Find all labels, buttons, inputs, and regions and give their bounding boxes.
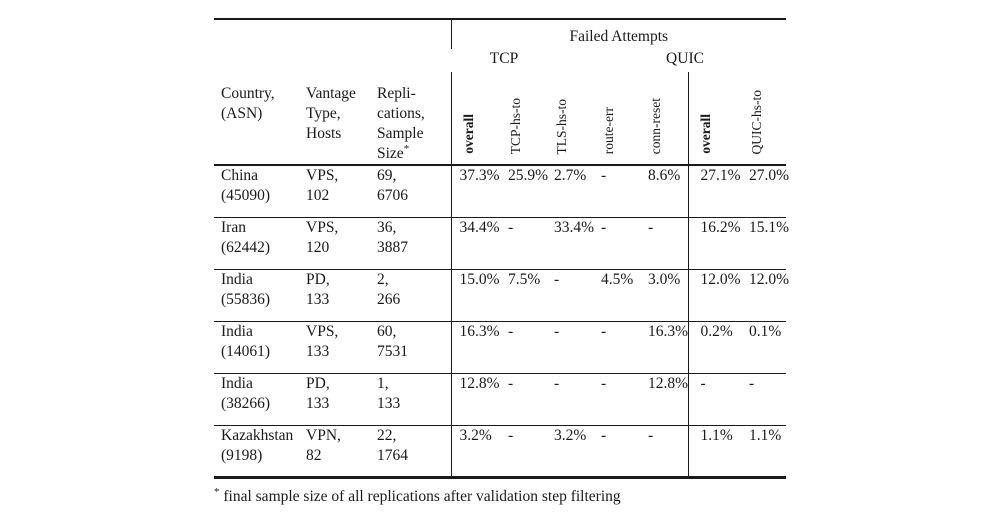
- header-tls-hs-to: TLS-hs-to: [550, 72, 597, 165]
- tcp-overall-label: overall: [460, 114, 476, 154]
- cell-quic-hs-to: 15.1%: [749, 218, 790, 236]
- failed-attempts-label: Failed Attempts: [569, 27, 669, 45]
- cell-country: India (38266): [221, 374, 271, 412]
- cell-tcp-hs-to: -: [508, 374, 514, 392]
- header-vantage: Vantage Type, Hosts: [306, 19, 377, 165]
- cell-vantage: VPN, 82: [306, 426, 341, 464]
- cell-tcp-overall: 16.3%: [450, 321, 504, 373]
- table-row: India (55836) PD, 133 2, 266 15.0% 7.5% …: [214, 269, 790, 321]
- cell-tcp-overall: 34.4%: [450, 217, 504, 269]
- table-row: India (14061) VPS, 133 60, 7531 16.3% - …: [214, 321, 786, 373]
- table-footnote: * final sample size of all replications …: [214, 485, 621, 507]
- cell-tls-hs-to: 33.4%: [554, 218, 595, 236]
- header-failed-attempts: Failed Attempts: [450, 19, 786, 50]
- quic-hs-to-label: QUIC-hs-to: [749, 89, 764, 155]
- cell-replications: 1, 133: [377, 374, 401, 412]
- cell-tcp-overall: 12.8%: [450, 373, 504, 425]
- table-body: China (45090) VPS, 102 69, 6706 37.3% 25…: [214, 165, 790, 477]
- cell-route-err: -: [601, 167, 607, 184]
- header-tcp-overall: overall: [450, 71, 504, 165]
- cell-vantage: VPS, 133: [306, 322, 339, 360]
- conn-reset-label: conn-reset: [648, 97, 663, 154]
- route-err-label: route-err: [601, 106, 616, 154]
- cell-quic-overall: 16.2%: [687, 217, 745, 269]
- header-country: Country, (ASN): [214, 19, 306, 165]
- cell-quic-overall: 0.2%: [687, 321, 745, 373]
- cell-quic-hs-to: -: [749, 374, 755, 392]
- cell-conn-reset: 3.0%: [648, 270, 681, 288]
- cell-country: India (14061): [221, 322, 271, 360]
- cell-route-err: 4.5%: [601, 270, 634, 288]
- header-route-err: route-err: [597, 72, 644, 165]
- cell-quic-hs-to: 12.0%: [749, 270, 790, 288]
- cell-conn-reset: -: [648, 218, 654, 236]
- cell-route-err: -: [601, 218, 607, 236]
- cell-tcp-overall: 37.3%: [450, 165, 504, 217]
- cell-quic-overall: -: [687, 373, 745, 425]
- table-row: Kazakhstan (9198) VPN, 82 22, 1764 3.2% …: [214, 425, 786, 477]
- cell-country: Kazakhstan (9198): [221, 426, 294, 464]
- header-conn-reset: conn-reset: [644, 72, 688, 165]
- header-quic-hs-to: QUIC-hs-to: [745, 72, 786, 165]
- cell-tls-hs-to: -: [554, 270, 560, 288]
- cell-route-err: -: [601, 374, 607, 392]
- cell-tcp-overall: 3.2%: [450, 425, 504, 477]
- cell-replications: 36, 3887: [377, 218, 408, 256]
- cell-quic-overall: 12.0%: [687, 269, 745, 321]
- cell-vantage: VPS, 102: [306, 167, 339, 204]
- header-quic-overall: overall: [687, 71, 745, 165]
- footnote-text: final sample size of all replications af…: [219, 488, 621, 505]
- header-tcp-hs-to: TCP-hs-to: [504, 72, 550, 165]
- table-row: China (45090) VPS, 102 69, 6706 37.3% 25…: [214, 165, 790, 217]
- table-header: Country, (ASN) Vantage Type, Hosts Repli…: [214, 19, 786, 165]
- cell-country: Iran (62442): [221, 218, 271, 256]
- cell-country: India (55836): [221, 270, 271, 308]
- header-replications: Repli- cations, Sample Size*: [377, 19, 451, 165]
- cell-route-err: -: [601, 322, 607, 340]
- cell-replications: 2, 266: [377, 270, 401, 308]
- cell-tcp-hs-to: 25.9%: [508, 167, 549, 184]
- cell-replications: 69, 6706: [377, 167, 408, 204]
- asterisk-superscript: *: [403, 142, 410, 155]
- footnote-asterisk: *: [214, 485, 220, 498]
- cell-tcp-overall: 15.0%: [450, 269, 504, 321]
- results-table: Country, (ASN) Vantage Type, Hosts Repli…: [214, 18, 790, 479]
- quic-group-label: QUIC: [666, 50, 704, 68]
- cell-conn-reset: 12.8%: [648, 374, 689, 392]
- tls-hs-to-label: TLS-hs-to: [554, 98, 569, 155]
- cell-quic-hs-to: 0.1%: [749, 322, 782, 340]
- cell-quic-hs-to: 27.0%: [749, 167, 790, 184]
- tcp-group-label: TCP: [489, 50, 519, 68]
- tcp-hs-to-label: TCP-hs-to: [508, 97, 523, 154]
- header-replications-label: Repli- cations, Sample Size: [377, 85, 425, 162]
- quic-overall-label: overall: [697, 114, 713, 154]
- table-row: Iran (62442) VPS, 120 36, 3887 34.4% - 3…: [214, 217, 790, 269]
- cell-tcp-hs-to: -: [508, 426, 514, 444]
- cell-vantage: PD, 133: [306, 270, 330, 308]
- cell-conn-reset: 8.6%: [648, 167, 681, 184]
- cell-tls-hs-to: -: [554, 322, 560, 340]
- header-protocol-groups: TCP QUIC: [451, 49, 786, 71]
- cell-quic-overall: 27.1%: [687, 165, 745, 217]
- cell-quic-hs-to: 1.1%: [749, 426, 782, 444]
- cell-tls-hs-to: 2.7%: [554, 167, 587, 184]
- cell-country: China (45090): [221, 167, 271, 204]
- table-row: India (38266) PD, 133 1, 133 12.8% - - -…: [214, 373, 786, 425]
- cell-replications: 60, 7531: [377, 322, 408, 360]
- header-country-label: Country, (ASN): [221, 85, 275, 122]
- cell-tls-hs-to: 3.2%: [554, 426, 587, 444]
- cell-tls-hs-to: -: [554, 374, 560, 392]
- cell-vantage: PD, 133: [306, 374, 330, 412]
- cell-replications: 22, 1764: [377, 426, 408, 464]
- cell-tcp-hs-to: 7.5%: [508, 270, 541, 288]
- cell-tcp-hs-to: -: [508, 218, 514, 236]
- cell-quic-overall: 1.1%: [687, 425, 745, 477]
- cell-vantage: VPS, 120: [306, 218, 339, 256]
- cell-conn-reset: -: [648, 426, 654, 444]
- header-vantage-label: Vantage Type, Hosts: [306, 85, 356, 142]
- cell-tcp-hs-to: -: [508, 322, 514, 340]
- cell-route-err: -: [601, 426, 607, 444]
- cell-conn-reset: 16.3%: [648, 322, 689, 340]
